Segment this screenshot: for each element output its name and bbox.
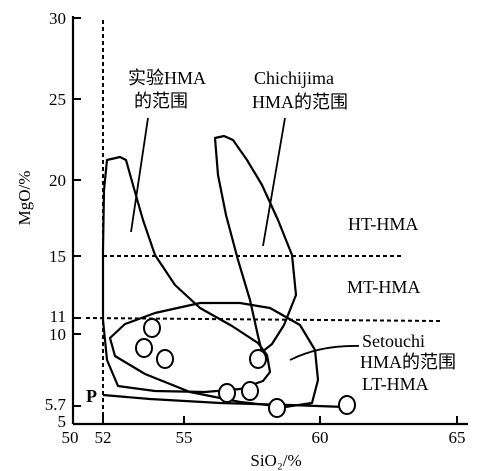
axes [71,16,468,426]
x-tick-65: 65 [449,428,466,447]
chichijima-field-label-line2: HMA的范围 [252,92,348,112]
ht-hma-label: HT-HMA [348,214,418,234]
boundary-lines [85,20,441,424]
mgo-11-dashed-line [85,317,441,322]
y-tick-20: 20 [49,171,66,190]
field-outlines [101,134,346,409]
setouchi-leader [289,345,360,361]
sample-circle [249,349,267,369]
y-ticks [73,17,81,425]
p-boundary-line [102,393,346,409]
x-tick-52: 52 [95,428,112,447]
x-tick-55: 55 [176,428,193,447]
sample-points [135,318,356,418]
mt-hma-label: MT-HMA [347,277,420,297]
sample-circle [268,398,286,418]
setouchi-field-label-line1: Setouchi [362,331,425,351]
y-axis-label: MgO/% [15,171,34,226]
y-tick-11: 11 [50,307,66,326]
x-tick-60: 60 [312,428,329,447]
chichijima-leader [262,117,286,247]
p-point-label: P [86,386,97,406]
y-tick-5-7: 5.7 [45,395,67,414]
leader-lines [130,117,360,361]
y-tick-10: 10 [49,325,66,344]
chichijima-hma-field [213,134,298,354]
y-tick-30: 30 [49,9,66,28]
y-tick-15: 15 [49,247,66,266]
sample-circle [156,349,174,369]
setouchi-field-label-line2: HMA的范围 [360,352,456,372]
setouchi-hma-field [108,301,320,409]
sample-circle [338,395,356,415]
sample-circle [135,338,153,358]
experimental-leader [130,117,149,233]
experimental-field-label-line2: 的范围 [134,91,188,111]
experimental-hma-field [101,155,272,394]
sample-circle [143,318,161,338]
sample-circle [218,383,236,403]
x-tick-50: 50 [62,428,79,447]
y-tick-25: 25 [49,90,66,109]
y-tick-5: 5 [58,412,67,431]
lt-hma-label: LT-HMA [362,374,429,394]
experimental-field-label-line1: 实验HMA [128,68,206,88]
sample-circle [241,381,259,401]
x-axis-label: SiO₂/% [250,451,301,470]
chichijima-field-label-line1: Chichijima [254,68,334,88]
